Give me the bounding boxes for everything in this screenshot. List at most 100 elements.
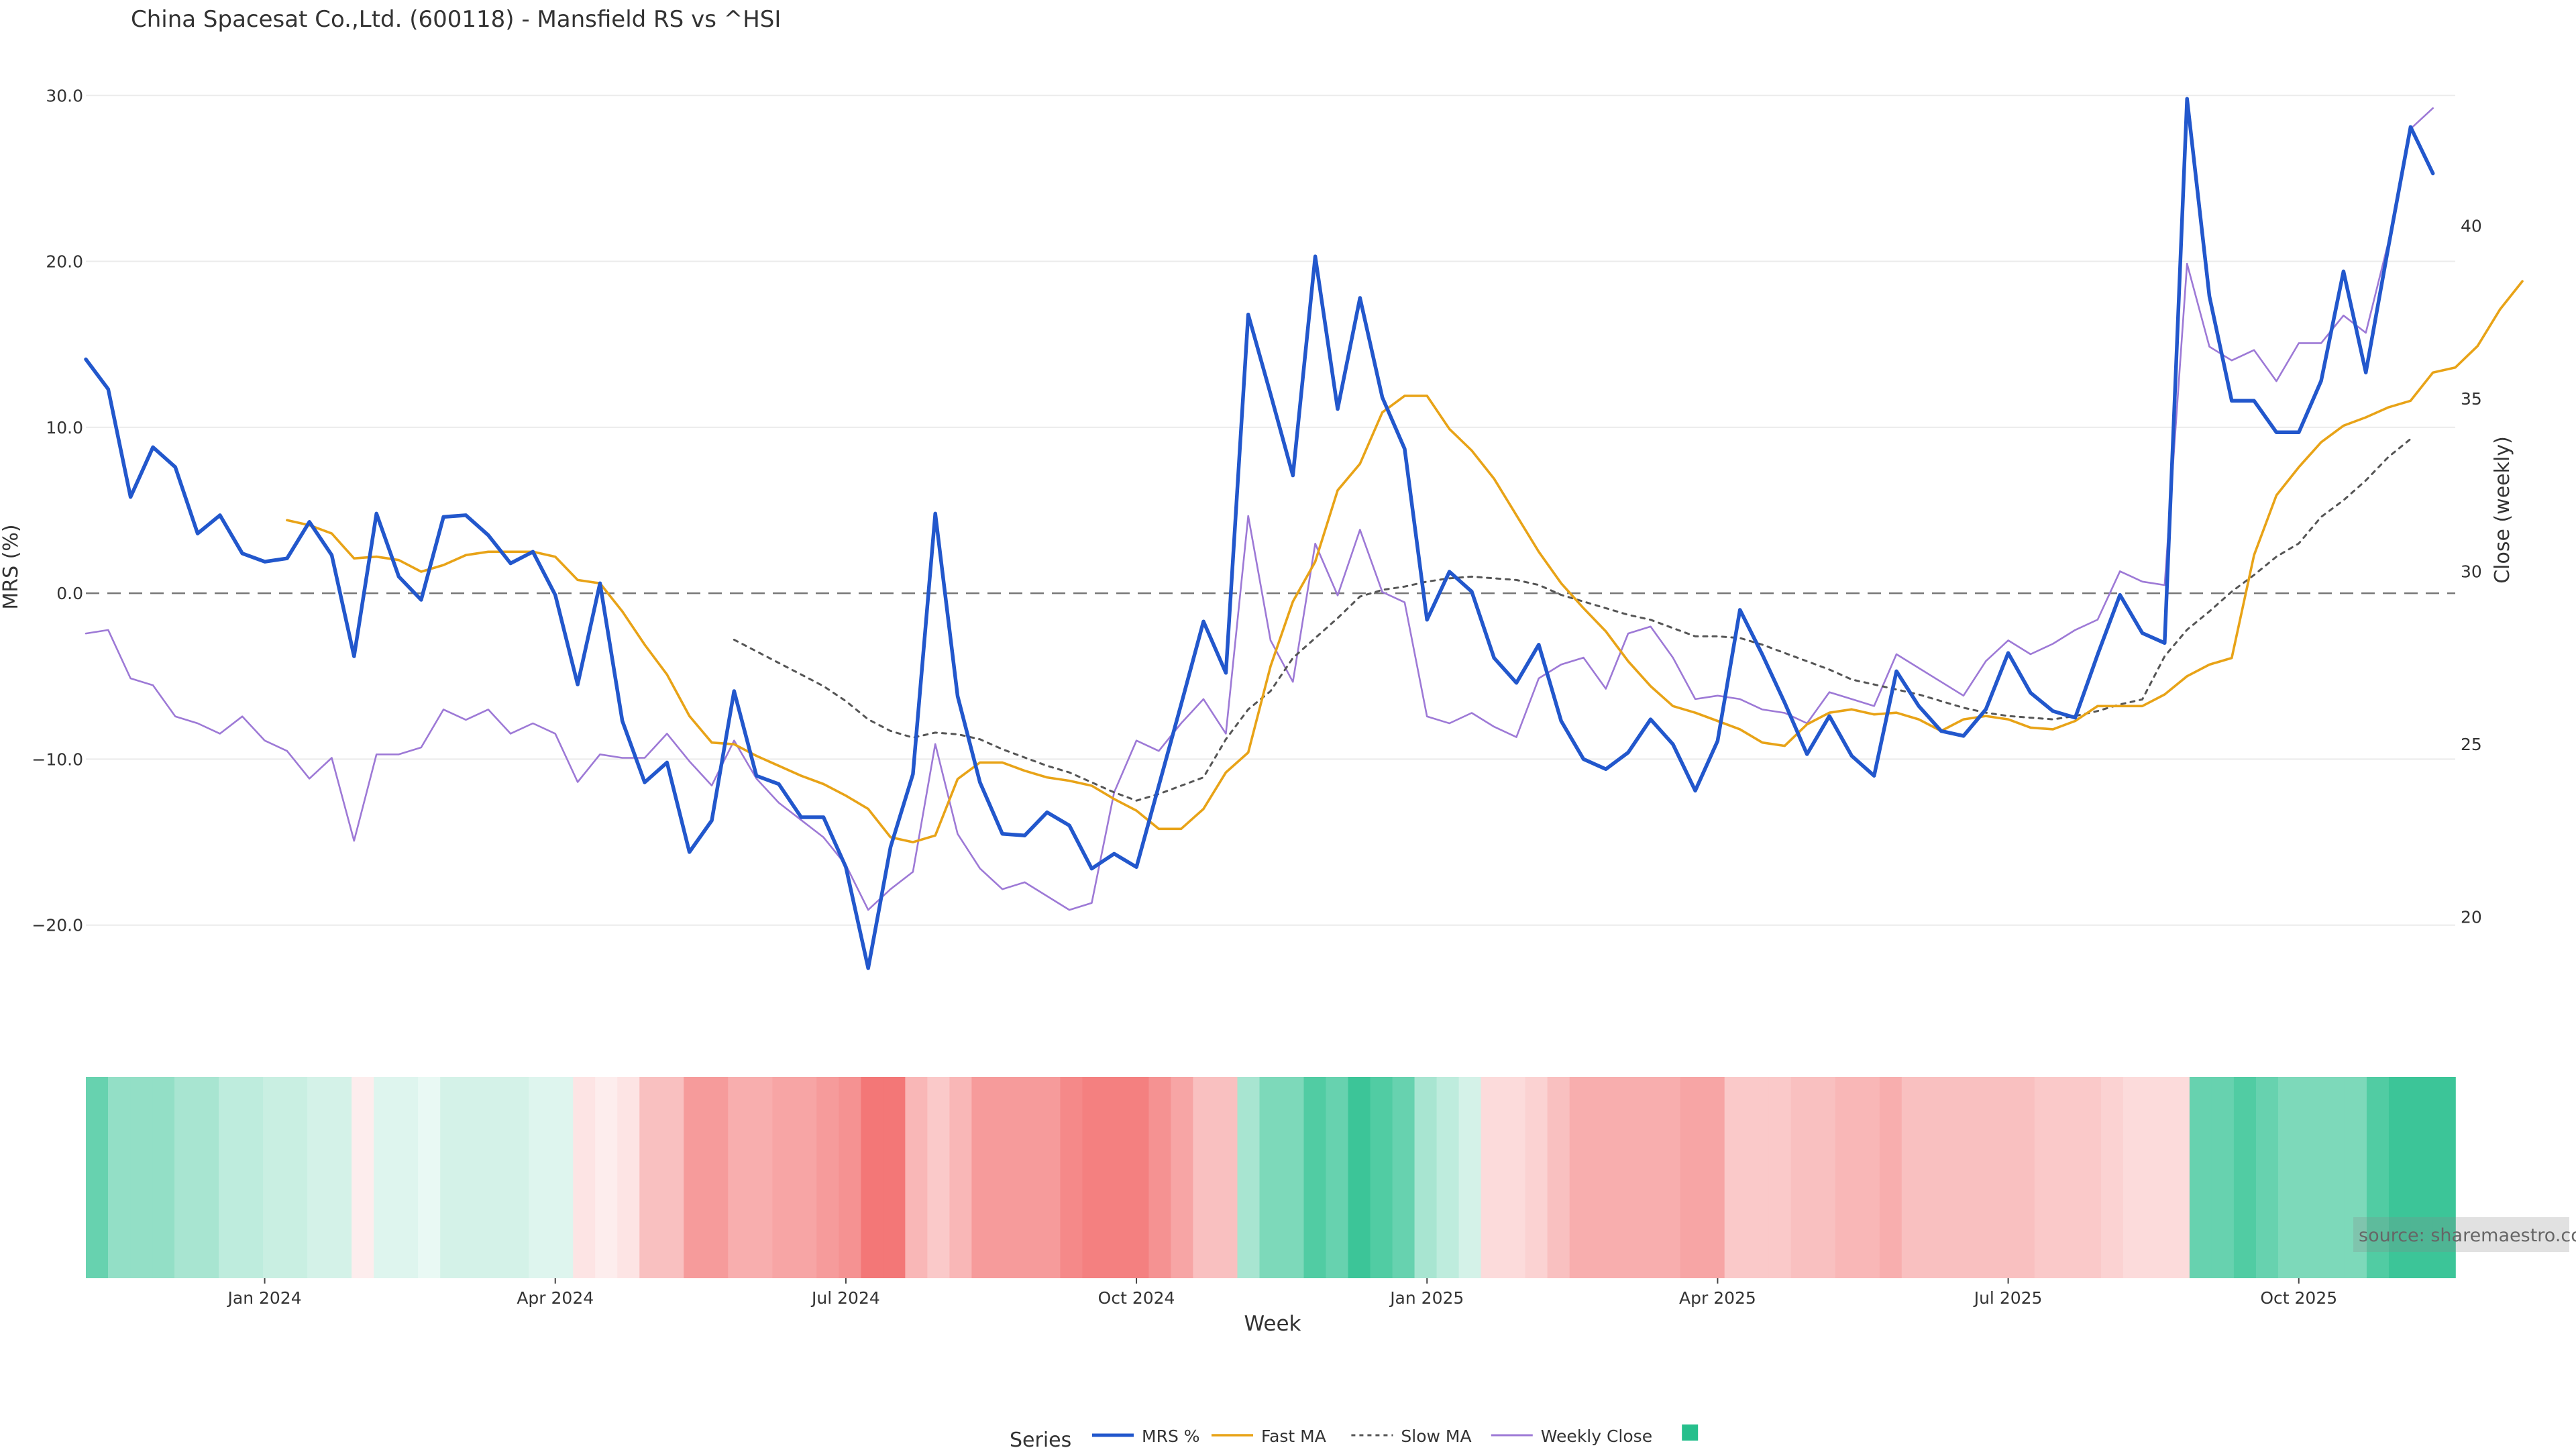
y-axis-left-label: MRS (%) <box>0 524 23 609</box>
regime-cell <box>1613 1077 1637 1278</box>
regime-cell <box>971 1077 995 1278</box>
legend-title: Series <box>1010 1429 1071 1449</box>
regime-cell <box>1458 1077 1482 1278</box>
legend-weekly-close-label: Weekly Close <box>1541 1427 1652 1446</box>
regime-cell <box>772 1077 796 1278</box>
regime-cell <box>1060 1077 1083 1278</box>
right-axis: 40 35 30 25 20 <box>2461 216 2482 927</box>
regime-cell <box>2211 1077 2235 1278</box>
regime-cell <box>2167 1077 2190 1278</box>
regime-cell <box>706 1077 729 1278</box>
x-tick-label: Jul 2024 <box>810 1288 880 1308</box>
source-text: source: sharemaestro.com <box>2359 1225 2576 1246</box>
regime-cell <box>396 1077 419 1278</box>
regime-cell <box>2034 1077 2057 1278</box>
regime-cell <box>2078 1077 2102 1278</box>
x-axis-label: Week <box>1244 1312 1301 1336</box>
regime-cell <box>1790 1077 1814 1278</box>
regime-cell <box>2255 1077 2279 1278</box>
regime-cell <box>1126 1077 1150 1278</box>
x-tick-label: Oct 2024 <box>1098 1288 1175 1308</box>
regime-cell <box>1835 1077 1858 1278</box>
regime-cell <box>551 1077 574 1278</box>
chart-title: China Spacesat Co.,Ltd. (600118) - Mansf… <box>131 6 781 33</box>
regime-cell <box>86 1077 109 1278</box>
legend-items: MRS % Fast MA Slow MA Weekly Close <box>1092 1424 1699 1446</box>
regime-cell <box>1392 1077 1415 1278</box>
regime-cell <box>1259 1077 1283 1278</box>
regime-cell <box>2300 1077 2323 1278</box>
right-tick-label: 20 <box>2461 907 2482 927</box>
regime-cell <box>573 1077 596 1278</box>
series-layer <box>84 97 2524 970</box>
regime-cell <box>1547 1077 1570 1278</box>
regime-cell <box>1990 1077 2013 1278</box>
regime-cell <box>1016 1077 1039 1278</box>
regime-cell <box>1945 1077 1969 1278</box>
regime-cell <box>1724 1077 1748 1278</box>
right-tick-label: 40 <box>2461 216 2482 236</box>
regime-cell <box>750 1077 773 1278</box>
legend-slow-ma-label: Slow MA <box>1401 1427 1471 1446</box>
regime-cell <box>1348 1077 1371 1278</box>
regime-cell <box>1813 1077 1836 1278</box>
x-tick-label: Apr 2024 <box>517 1288 594 1308</box>
x-tick-label: Jan 2025 <box>1389 1288 1464 1308</box>
regime-cell <box>1481 1077 1504 1278</box>
regime-cell <box>949 1077 973 1278</box>
regime-cell <box>1635 1077 1659 1278</box>
left-tick-label: 20.0 <box>46 252 83 272</box>
y-axis-right-label: Close (weekly) <box>2491 436 2514 584</box>
fast-ma-line <box>286 280 2524 843</box>
weekly-close-line <box>85 107 2434 911</box>
x-tick-label: Oct 2025 <box>2260 1288 2337 1308</box>
x-axis: Jan 2024 Apr 2024 Jul 2024 Oct 2024 Jan 2025… <box>227 1278 2337 1308</box>
source-badge-bg <box>2353 1217 2569 1252</box>
right-tick-label: 35 <box>2461 389 2482 409</box>
regime-cell <box>462 1077 485 1278</box>
regime-cell <box>1082 1077 1106 1278</box>
regime-cell <box>2056 1077 2080 1278</box>
regime-cell <box>661 1077 685 1278</box>
regime-cell <box>839 1077 862 1278</box>
regime-cell <box>506 1077 529 1278</box>
legend-fast-ma: Fast MA <box>1212 1427 1326 1446</box>
regime-cell <box>905 1077 928 1278</box>
legend-slow-ma: Slow MA <box>1351 1427 1472 1446</box>
regime-cell <box>329 1077 352 1278</box>
legend-weekly-close: Weekly Close <box>1491 1427 1652 1446</box>
grid-layer <box>86 95 2455 926</box>
regime-cell <box>374 1077 396 1278</box>
right-tick-label: 30 <box>2461 562 2482 581</box>
regime-cell <box>2344 1077 2367 1278</box>
regime-cell <box>2012 1077 2035 1278</box>
regime-band <box>86 1077 2456 1278</box>
left-tick-label: 10.0 <box>46 418 83 437</box>
regime-cell <box>2123 1077 2146 1278</box>
regime-cell <box>684 1077 707 1278</box>
regime-cell <box>1104 1077 1128 1278</box>
left-tick-label: 0.0 <box>56 584 83 603</box>
regime-cell <box>1370 1077 1393 1278</box>
regime-cell <box>794 1077 818 1278</box>
regime-cell <box>484 1077 507 1278</box>
x-tick-label: Apr 2025 <box>1679 1288 1756 1308</box>
regime-cell <box>1702 1077 1725 1278</box>
regime-cell <box>994 1077 1017 1278</box>
regime-cell <box>2366 1077 2390 1278</box>
regime-cell <box>108 1077 131 1278</box>
regime-cell <box>2189 1077 2212 1278</box>
regime-cell <box>152 1077 175 1278</box>
regime-cell <box>1525 1077 1548 1278</box>
regime-cell <box>1148 1077 1172 1278</box>
regime-cell <box>1215 1077 1238 1278</box>
legend: Series MRS % Fast MA Slow MA Weekly Close <box>1010 1424 1699 1452</box>
regime-cell <box>1193 1077 1216 1278</box>
slow-ma-line <box>733 437 2412 802</box>
regime-cell <box>728 1077 751 1278</box>
regime-cell <box>1038 1077 1061 1278</box>
regime-cell <box>1680 1077 1703 1278</box>
legend-fast-ma-label: Fast MA <box>1261 1427 1326 1446</box>
regime-cell <box>440 1077 463 1278</box>
